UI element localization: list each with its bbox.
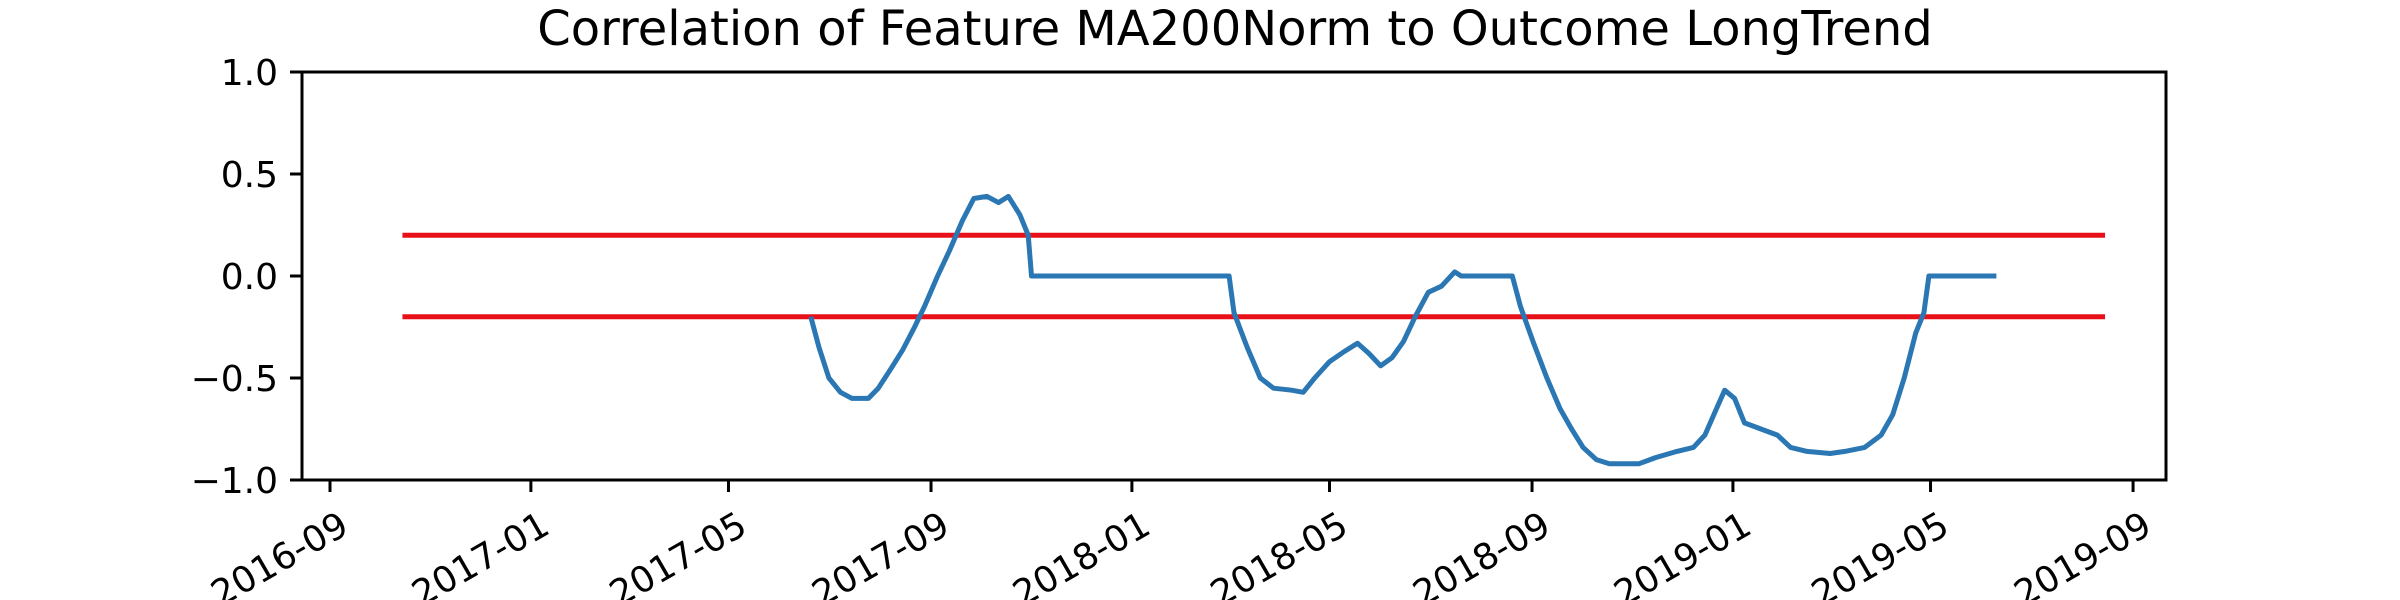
threshold-lines [402, 232, 2106, 320]
y-tick-label: 0.0 [221, 257, 278, 298]
plot-frame [300, 70, 2168, 482]
y-tick-label: 1.0 [221, 53, 278, 94]
x-tick-label: 2018-05 [1204, 504, 1355, 600]
series-group [808, 193, 1997, 467]
x-tick-label: 2017-01 [405, 504, 556, 600]
y-tick-label: −0.5 [191, 359, 278, 400]
y-tick-label: −1.0 [191, 461, 278, 502]
x-tick-label: 2019-09 [2008, 504, 2159, 600]
x-tick-label: 2018-01 [1006, 504, 1157, 600]
series-line [808, 193, 1997, 467]
x-tick-label: 2019-01 [1607, 504, 1758, 600]
x-tick-label: 2018-09 [1407, 504, 1558, 600]
y-tick-label: 0.5 [221, 155, 278, 196]
chart-title: Correlation of Feature MA200Norm to Outc… [537, 1, 1932, 57]
x-tick-label: 2017-09 [806, 504, 957, 600]
x-tick-label: 2017-05 [603, 504, 754, 600]
y-axis: 1.0 0.5 0.0 −0.5 −1.0 [191, 53, 302, 502]
x-tick-label: 2016-09 [205, 504, 356, 600]
x-tick-label: 2019-05 [1805, 504, 1956, 600]
x-axis: 2016-09 2017-01 2017-05 2017-09 2018-01 2018-… [205, 480, 2159, 600]
